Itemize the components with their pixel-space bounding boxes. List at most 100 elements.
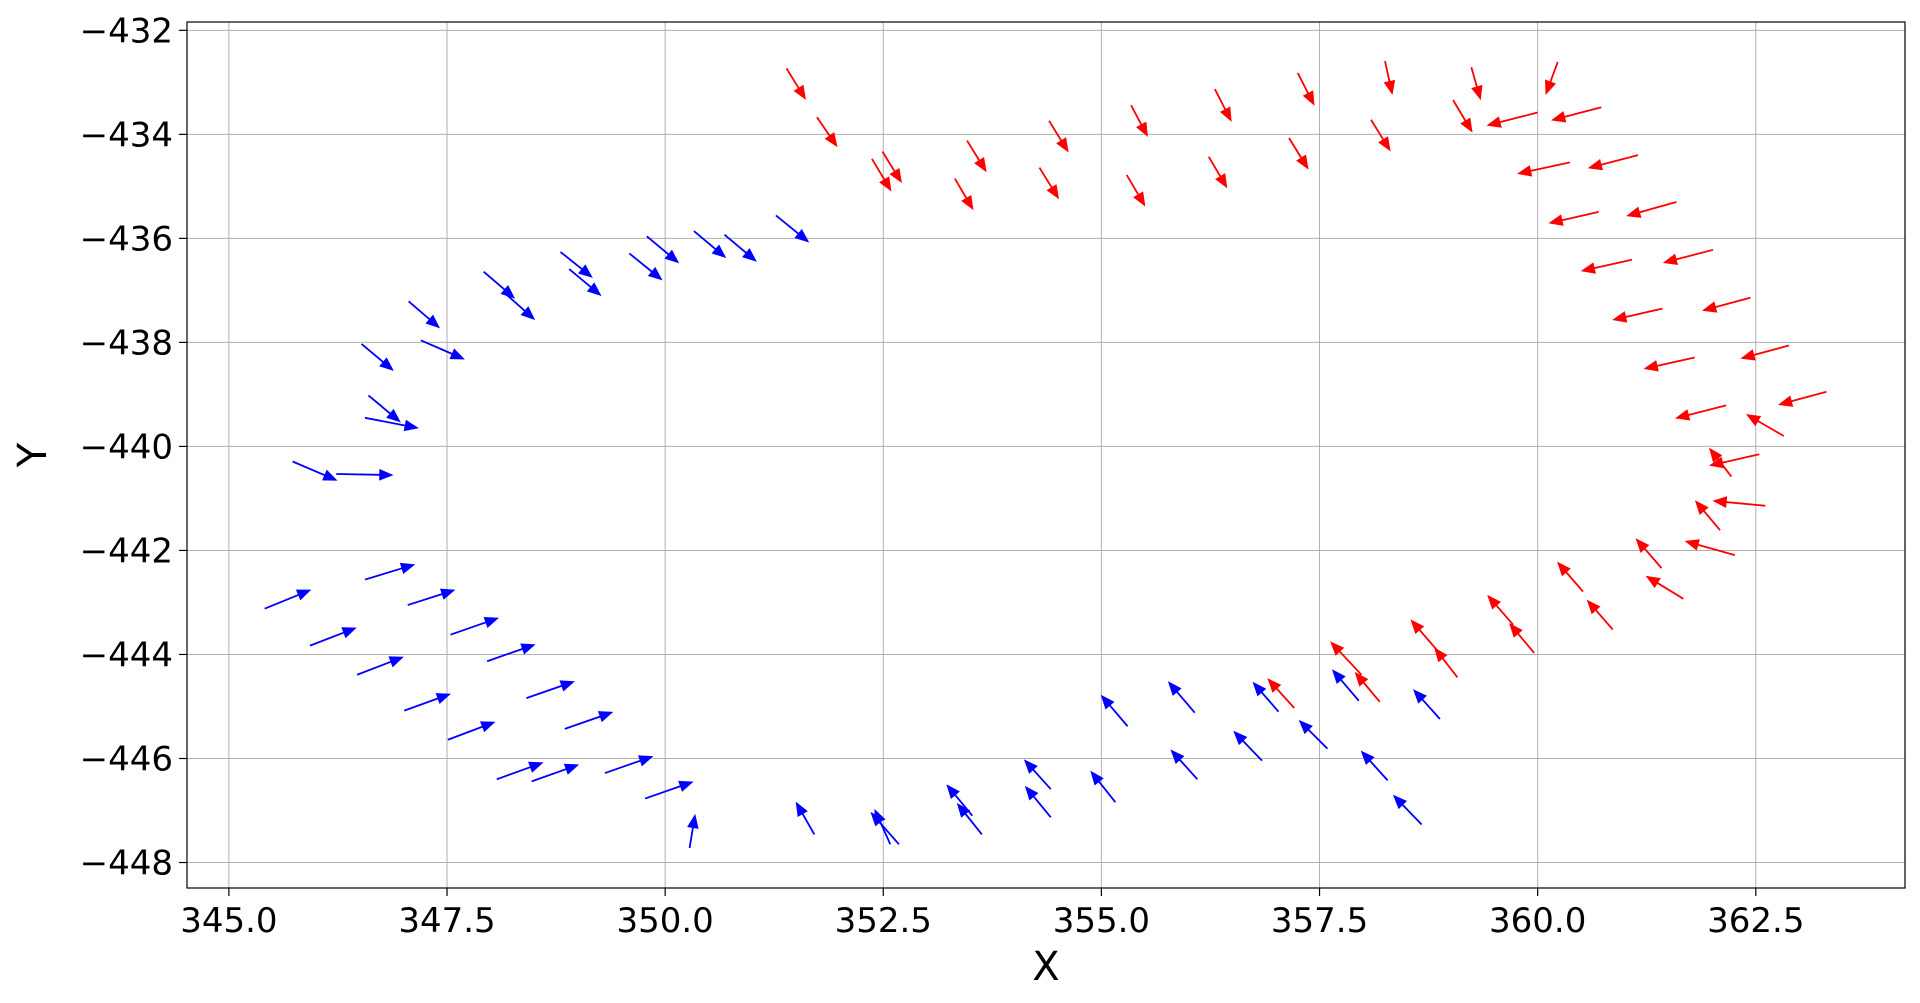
arrow (1233, 730, 1263, 762)
arrow (1674, 404, 1727, 421)
arrow (966, 140, 987, 173)
arrow (1024, 785, 1052, 818)
arrow (1545, 61, 1559, 95)
arrow (309, 627, 357, 647)
arrow (1643, 356, 1695, 372)
arrow (407, 588, 456, 606)
arrow (1296, 72, 1315, 106)
arrow (954, 178, 974, 211)
y-tick-label: −448 (80, 844, 173, 884)
arrow (336, 468, 394, 481)
arrow (1635, 538, 1663, 569)
arrow (874, 808, 892, 845)
arrow (367, 394, 401, 423)
arrow (693, 230, 727, 259)
x-axis-label: X (1032, 944, 1059, 990)
arrow (1645, 575, 1684, 600)
arrow (1267, 678, 1295, 709)
arrow (1207, 156, 1228, 189)
arrow (264, 589, 312, 610)
y-tick-label: −444 (80, 635, 173, 675)
arrow (1383, 60, 1396, 96)
arrow (1413, 689, 1441, 720)
arrow (956, 802, 983, 835)
arrow (1580, 258, 1633, 274)
arrow (526, 680, 575, 700)
arrow (1712, 496, 1766, 508)
arrow (1452, 99, 1473, 133)
arrow (1517, 161, 1571, 177)
arrow (646, 235, 680, 264)
arrow (447, 721, 496, 741)
arrow (1740, 344, 1790, 361)
arrow (568, 268, 602, 297)
arrow (1252, 681, 1280, 713)
arrow (356, 656, 404, 676)
arrow (502, 290, 536, 321)
arrow (1708, 453, 1760, 469)
y-tick-label: −440 (80, 427, 173, 467)
arrow (1777, 390, 1827, 407)
arrow (531, 763, 580, 783)
y-tick-label: −442 (80, 531, 173, 571)
arrow (403, 693, 451, 712)
arrow (644, 780, 694, 800)
arrow (1626, 201, 1677, 218)
arrow (1702, 296, 1751, 313)
arrow (1586, 599, 1614, 631)
x-tick-label: 362.5 (1707, 901, 1804, 941)
arrow (496, 761, 544, 781)
arrow (1288, 137, 1309, 170)
x-tick-label: 345.0 (180, 901, 277, 941)
arrow (564, 711, 614, 730)
x-tick-label: 347.5 (398, 901, 495, 941)
arrow (483, 270, 516, 299)
arrow (1130, 104, 1148, 137)
arrow (1557, 561, 1584, 593)
arrow (450, 616, 499, 636)
arrow (1662, 248, 1714, 265)
arrow (1612, 307, 1663, 323)
arrow (408, 300, 441, 329)
arrow (1170, 749, 1199, 780)
arrow (1551, 106, 1602, 123)
arrow (1370, 119, 1391, 152)
arrow (364, 562, 416, 581)
arrow (871, 158, 892, 192)
arrow (1486, 111, 1538, 128)
arrow (1090, 770, 1117, 803)
arrow (816, 116, 838, 148)
y-axis-label: Y (10, 442, 56, 468)
x-tick-label: 360.0 (1489, 901, 1586, 941)
arrow (1392, 794, 1423, 826)
arrow (1708, 447, 1733, 478)
arrow (1694, 500, 1721, 531)
arrow (1548, 210, 1599, 226)
arrow (785, 67, 806, 100)
arrow (1038, 167, 1060, 200)
x-tick-label: 357.5 (1271, 901, 1368, 941)
arrow (795, 801, 816, 835)
arrow (364, 416, 419, 432)
arrow (1354, 671, 1381, 703)
arrow (1100, 694, 1129, 727)
arrow (486, 643, 536, 663)
arrow (292, 460, 338, 481)
y-tick-label: −436 (80, 219, 173, 259)
arrow (1684, 539, 1736, 556)
x-tick-label: 350.0 (616, 901, 713, 941)
arrow (1360, 750, 1389, 781)
arrow (1330, 641, 1363, 676)
arrow (1487, 594, 1514, 626)
arrow (360, 343, 394, 371)
y-tick-label: −434 (80, 115, 173, 155)
arrow (775, 214, 810, 243)
arrow (1125, 174, 1146, 207)
arrow (1023, 759, 1052, 790)
y-tick-label: −438 (80, 323, 173, 363)
arrow (1048, 120, 1069, 153)
arrow (420, 339, 465, 360)
arrow (687, 813, 699, 849)
